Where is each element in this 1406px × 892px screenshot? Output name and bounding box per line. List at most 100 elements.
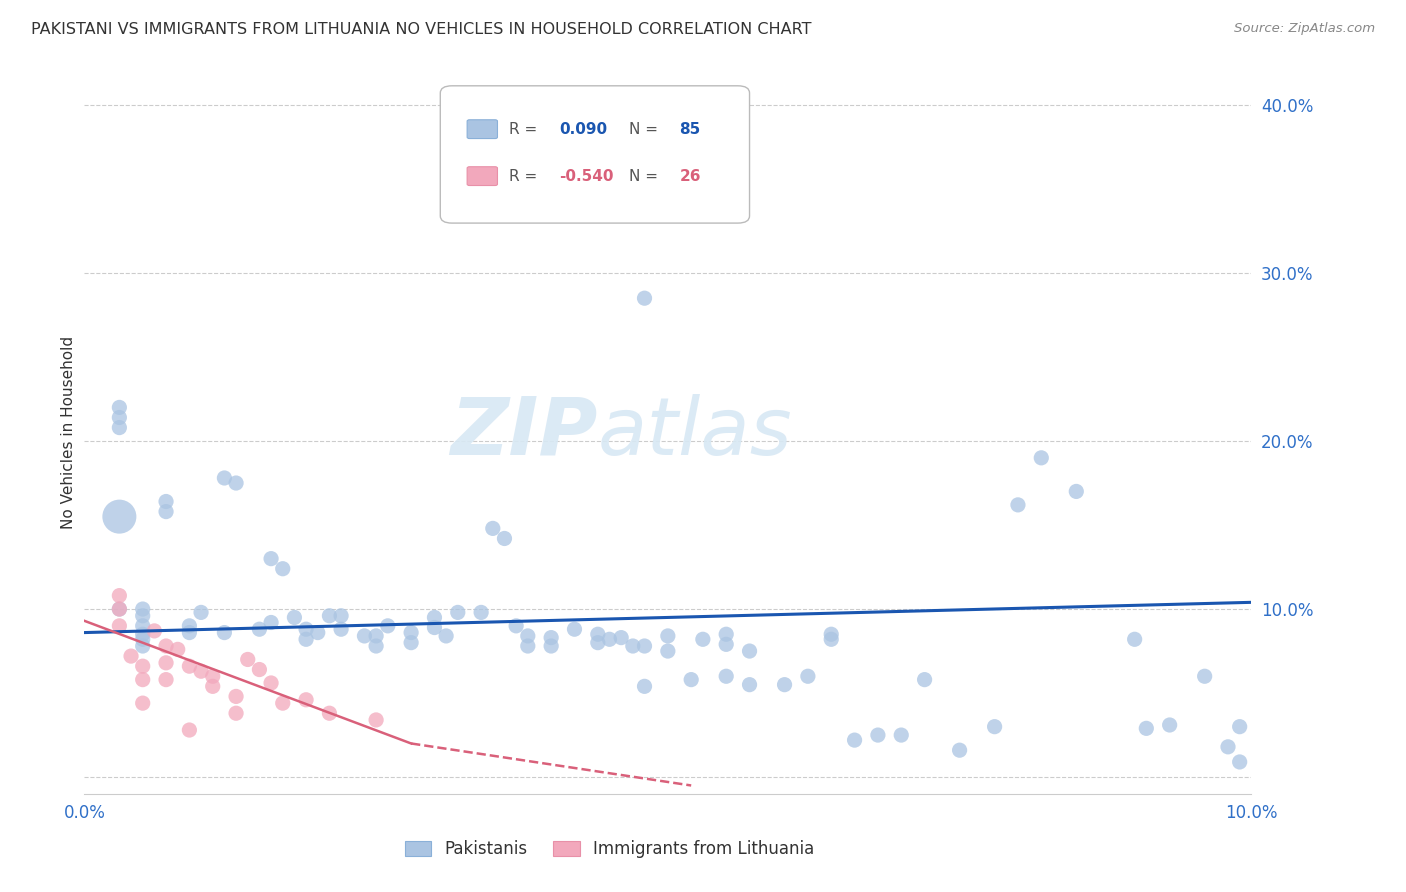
- Point: [190, 664, 212, 678]
- Point: [143, 624, 166, 638]
- Point: [447, 606, 470, 620]
- Point: [366, 639, 388, 653]
- Point: [983, 720, 1005, 734]
- Point: [366, 713, 388, 727]
- Point: [155, 673, 177, 687]
- Point: [108, 509, 131, 524]
- Point: [505, 619, 527, 633]
- Point: [716, 627, 738, 641]
- Point: [295, 632, 318, 647]
- Point: [307, 625, 329, 640]
- Point: [1007, 498, 1029, 512]
- Y-axis label: No Vehicles in Household: No Vehicles in Household: [60, 336, 76, 529]
- Legend: Pakistanis, Immigrants from Lithuania: Pakistanis, Immigrants from Lithuania: [398, 834, 821, 865]
- Point: [599, 632, 621, 647]
- Point: [132, 639, 155, 653]
- Point: [108, 589, 131, 603]
- Point: [633, 639, 655, 653]
- Point: [482, 521, 505, 535]
- Point: [773, 678, 796, 692]
- Point: [1194, 669, 1216, 683]
- FancyBboxPatch shape: [467, 120, 498, 138]
- Text: R =: R =: [509, 169, 537, 184]
- Point: [260, 615, 283, 630]
- Point: [179, 619, 201, 633]
- Point: [260, 676, 283, 690]
- Text: N =: N =: [630, 169, 658, 184]
- Point: [108, 619, 131, 633]
- Point: [330, 608, 353, 623]
- Point: [190, 606, 212, 620]
- Point: [295, 693, 318, 707]
- Point: [225, 706, 247, 721]
- Point: [494, 532, 516, 546]
- Point: [820, 632, 842, 647]
- Point: [155, 505, 177, 519]
- FancyBboxPatch shape: [440, 86, 749, 223]
- Point: [716, 637, 738, 651]
- Point: [108, 420, 131, 434]
- Point: [330, 622, 353, 636]
- Point: [621, 639, 644, 653]
- Point: [166, 642, 188, 657]
- Point: [155, 639, 177, 653]
- Text: 85: 85: [679, 121, 700, 136]
- Point: [586, 635, 609, 649]
- Point: [132, 602, 155, 616]
- Point: [132, 696, 155, 710]
- Point: [1229, 755, 1251, 769]
- Point: [399, 625, 422, 640]
- Point: [1229, 720, 1251, 734]
- Point: [132, 627, 155, 641]
- Point: [949, 743, 972, 757]
- Text: atlas: atlas: [598, 393, 793, 472]
- Point: [586, 627, 609, 641]
- Point: [108, 401, 131, 415]
- Point: [318, 608, 340, 623]
- Point: [271, 696, 294, 710]
- Point: [797, 669, 820, 683]
- Point: [201, 679, 224, 693]
- Point: [399, 635, 422, 649]
- Text: PAKISTANI VS IMMIGRANTS FROM LITHUANIA NO VEHICLES IN HOUSEHOLD CORRELATION CHAR: PAKISTANI VS IMMIGRANTS FROM LITHUANIA N…: [31, 22, 811, 37]
- Point: [214, 625, 236, 640]
- Point: [108, 602, 131, 616]
- Point: [249, 622, 271, 636]
- Text: 0.090: 0.090: [560, 121, 607, 136]
- Point: [132, 619, 155, 633]
- Point: [1123, 632, 1146, 647]
- Point: [820, 627, 842, 641]
- Point: [214, 471, 236, 485]
- Text: 26: 26: [679, 169, 702, 184]
- Point: [423, 621, 446, 635]
- Point: [844, 733, 866, 747]
- Point: [890, 728, 912, 742]
- Point: [249, 663, 271, 677]
- Point: [108, 602, 131, 616]
- Point: [271, 562, 294, 576]
- FancyBboxPatch shape: [467, 167, 498, 186]
- Text: ZIP: ZIP: [450, 393, 598, 472]
- Point: [283, 610, 305, 624]
- Point: [120, 649, 142, 664]
- Point: [657, 644, 679, 658]
- Point: [179, 723, 201, 737]
- Point: [132, 673, 155, 687]
- Point: [1216, 739, 1239, 754]
- Text: Source: ZipAtlas.com: Source: ZipAtlas.com: [1234, 22, 1375, 36]
- Point: [470, 606, 492, 620]
- Point: [201, 669, 224, 683]
- Point: [564, 622, 586, 636]
- Point: [657, 629, 679, 643]
- Point: [423, 610, 446, 624]
- Point: [692, 632, 714, 647]
- Point: [1066, 484, 1088, 499]
- Point: [318, 706, 340, 721]
- Point: [108, 410, 131, 425]
- Point: [738, 678, 761, 692]
- Point: [610, 631, 633, 645]
- Point: [1159, 718, 1181, 732]
- Point: [155, 494, 177, 508]
- Point: [179, 659, 201, 673]
- Point: [377, 619, 399, 633]
